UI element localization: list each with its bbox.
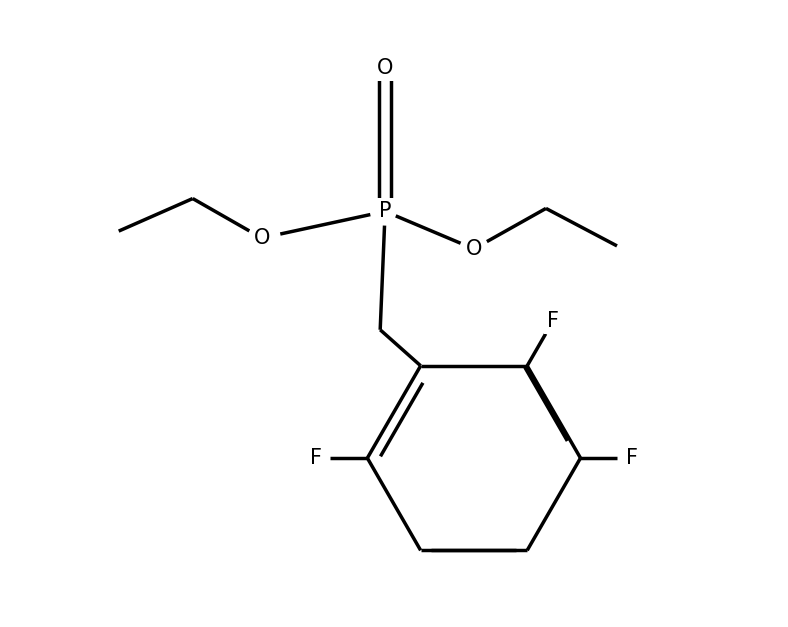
Text: O: O [377, 58, 393, 78]
Text: F: F [310, 448, 322, 468]
Text: F: F [626, 448, 637, 468]
Text: P: P [379, 201, 392, 221]
Text: F: F [547, 312, 559, 331]
Text: O: O [254, 228, 270, 248]
Text: O: O [466, 239, 482, 259]
